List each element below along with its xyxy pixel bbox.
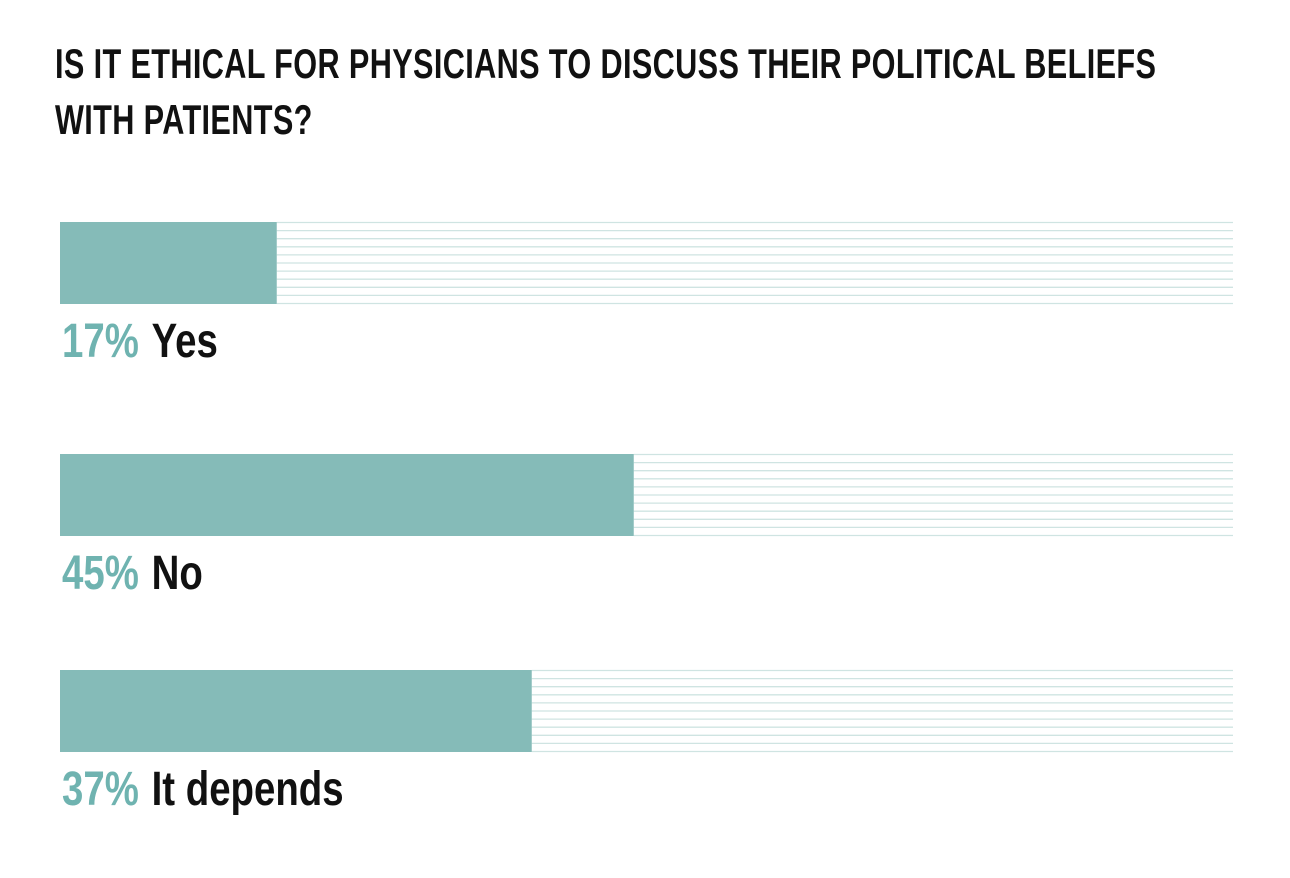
value-label: 45%	[62, 547, 139, 600]
category-label: It depends	[152, 763, 344, 816]
bar	[60, 670, 532, 752]
bar-label: 17% Yes	[62, 315, 218, 368]
bar	[60, 454, 634, 536]
category-label: Yes	[152, 315, 218, 368]
chart-title: IS IT ETHICAL FOR PHYSICIANS TO DISCUSS …	[55, 40, 1157, 143]
bar-label: 37% It depends	[62, 763, 344, 816]
bar-label: 45% No	[62, 547, 203, 600]
value-label: 37%	[62, 763, 139, 816]
category-label: No	[152, 547, 203, 600]
value-label: 17%	[62, 315, 139, 368]
bar	[60, 222, 277, 304]
